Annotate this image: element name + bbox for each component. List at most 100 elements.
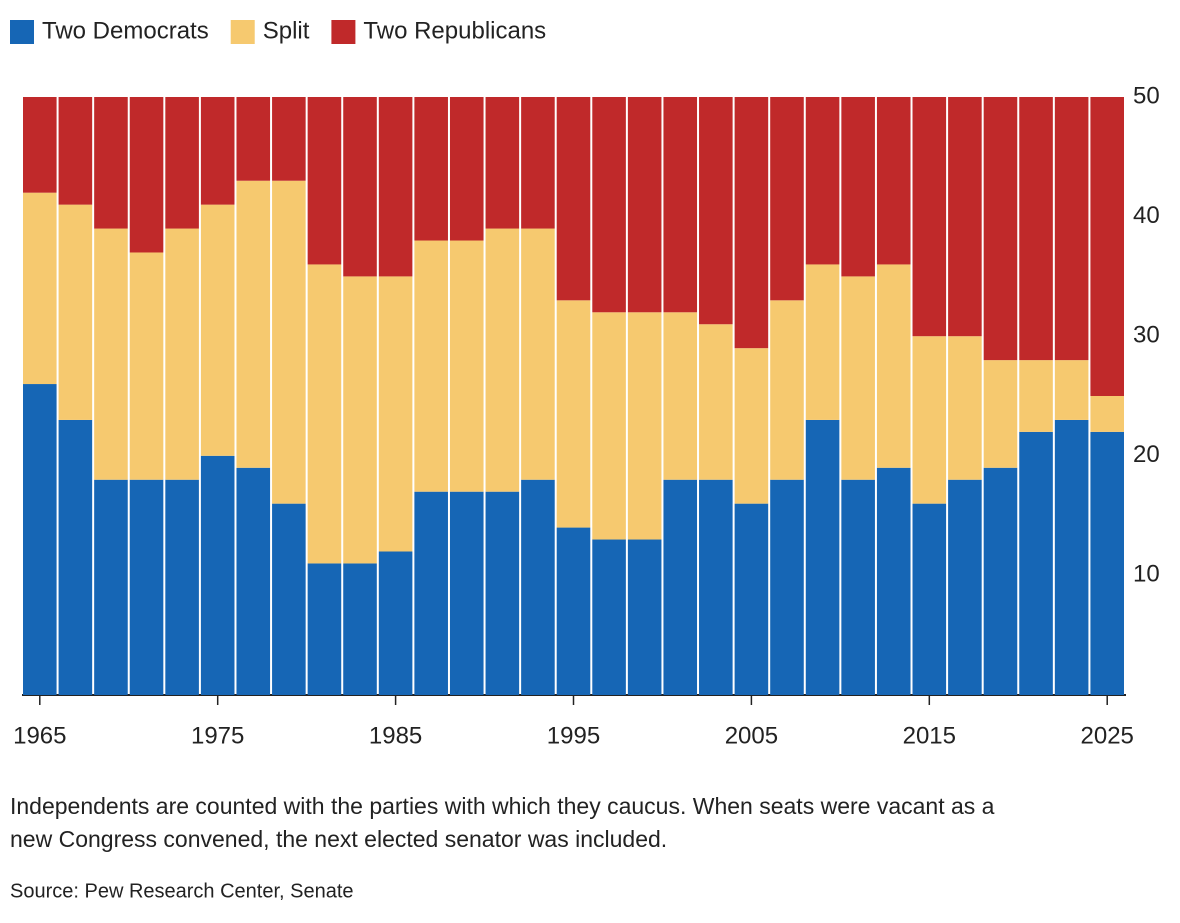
bar-segment xyxy=(912,503,947,695)
bar-segment xyxy=(94,97,128,229)
bar-segment xyxy=(734,348,769,504)
bar-segment xyxy=(272,97,306,181)
bar-segment xyxy=(699,479,733,695)
bar-segment xyxy=(521,97,555,229)
legend-swatch xyxy=(331,20,356,44)
bar-segment xyxy=(378,97,413,277)
bar-segment xyxy=(805,97,840,265)
bar-segment xyxy=(129,97,164,253)
bar-segment xyxy=(236,180,271,468)
bar-segment xyxy=(378,551,413,695)
bar-segment xyxy=(165,97,199,229)
bar-segment xyxy=(343,276,377,564)
bar-segment xyxy=(272,503,306,695)
bar-segment xyxy=(699,97,733,325)
bar-segment xyxy=(521,228,555,480)
bar-segment xyxy=(236,97,271,181)
bar-segment xyxy=(556,300,591,528)
bar-segment xyxy=(983,360,1018,468)
bar-segment xyxy=(236,467,271,695)
bar-segment xyxy=(449,491,484,695)
x-tick-label: 2025 xyxy=(1081,722,1134,749)
legend: Two Democrats Split Two Republicans xyxy=(10,17,546,44)
bar-segment xyxy=(1054,419,1089,695)
bar-segment xyxy=(200,455,235,695)
bar-segment xyxy=(912,336,947,504)
note-line: new Congress convened, the next elected … xyxy=(10,826,667,852)
bar-segment xyxy=(734,503,769,695)
bar-segment xyxy=(556,527,591,695)
bar-segment xyxy=(414,491,448,695)
bar-segment xyxy=(58,419,93,695)
bar-segment xyxy=(449,97,484,241)
bar-segment xyxy=(1090,431,1124,695)
bar-segment xyxy=(1054,360,1089,420)
bar-segment xyxy=(129,479,164,695)
bar-segment xyxy=(58,204,93,420)
x-tick-label: 1965 xyxy=(13,722,66,749)
bar-segment xyxy=(165,228,199,480)
bar-segment xyxy=(521,479,555,695)
y-tick-label: 20 xyxy=(1133,441,1160,468)
bar-segment xyxy=(1054,97,1089,361)
bar-segment xyxy=(200,204,235,456)
bar-segment xyxy=(627,97,662,313)
bar-segment xyxy=(592,97,626,313)
bar-segment xyxy=(876,467,911,695)
bar-segment xyxy=(663,479,698,695)
bar-segment xyxy=(23,192,57,385)
bar-segment xyxy=(485,491,520,695)
x-tick-label: 1985 xyxy=(369,722,422,749)
bar-segment xyxy=(449,240,484,492)
bar-segment xyxy=(770,97,804,301)
bar-segment xyxy=(165,479,199,695)
bar-segment xyxy=(1090,396,1124,432)
bar-segment xyxy=(876,264,911,468)
note-line: Independents are counted with the partie… xyxy=(10,793,995,819)
bar-segment xyxy=(805,264,840,420)
bar-segment xyxy=(1019,431,1053,695)
bar-segment xyxy=(307,97,342,265)
legend-label: Two Republicans xyxy=(363,17,546,44)
x-tick-label: 2005 xyxy=(725,722,778,749)
bar-segment xyxy=(485,228,520,492)
bar-segment xyxy=(200,97,235,205)
bar-segment xyxy=(841,97,875,277)
bar-segment xyxy=(627,539,662,695)
y-tick-label: 30 xyxy=(1133,322,1160,349)
legend-swatch xyxy=(10,20,34,44)
y-tick-label: 10 xyxy=(1133,561,1160,588)
bar-segment xyxy=(876,97,911,265)
y-tick-label: 50 xyxy=(1133,82,1160,109)
bar-segment xyxy=(734,97,769,349)
bar-segment xyxy=(307,264,342,564)
bar-segment xyxy=(1019,97,1053,361)
bar-segment xyxy=(983,467,1018,695)
bar-segment xyxy=(94,228,128,480)
bar-segment xyxy=(627,312,662,540)
legend-label: Split xyxy=(263,17,310,44)
bar-segment xyxy=(272,180,306,504)
y-tick-label: 40 xyxy=(1133,202,1160,229)
bar-segment xyxy=(592,312,626,540)
legend-swatch xyxy=(230,20,255,44)
legend-label: Two Democrats xyxy=(42,17,209,44)
bar-segment xyxy=(1019,360,1053,432)
bar-segment xyxy=(94,479,128,695)
source: Source: Pew Research Center, Senate xyxy=(10,880,354,902)
x-tick-label: 1975 xyxy=(191,722,244,749)
bar-segment xyxy=(948,336,982,480)
bar-segment xyxy=(841,479,875,695)
x-tick-label: 1995 xyxy=(547,722,600,749)
bar-segment xyxy=(307,563,342,695)
bar-segment xyxy=(805,419,840,695)
bar-segment xyxy=(663,312,698,480)
bar-segment xyxy=(948,479,982,695)
bar-segment xyxy=(770,300,804,480)
bar-segment xyxy=(556,97,591,301)
bar-segment xyxy=(1090,97,1124,396)
bar-segment xyxy=(129,252,164,480)
bar-segment xyxy=(983,97,1018,361)
bar-segment xyxy=(414,240,448,492)
